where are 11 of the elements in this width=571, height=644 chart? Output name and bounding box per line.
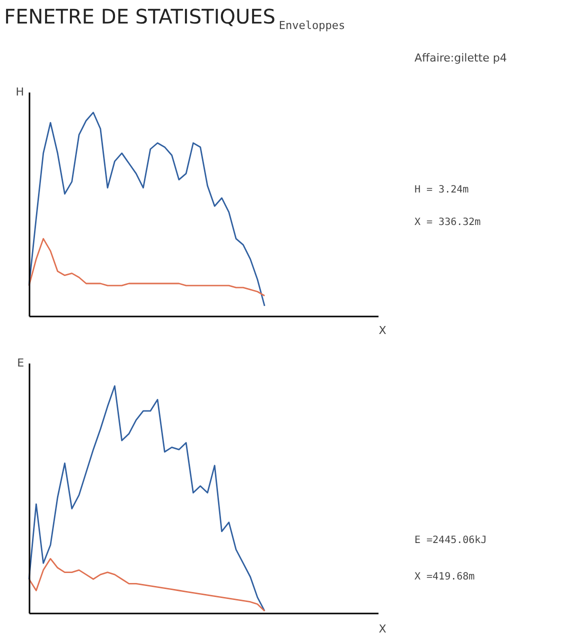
y-axis-title: E xyxy=(17,356,24,370)
text: H = 3.24m xyxy=(414,184,469,196)
x-axis-title: X xyxy=(378,324,387,338)
y-axis-title: H xyxy=(16,86,24,99)
chart-subtitle: Enveloppes xyxy=(278,18,346,32)
text: E =2445.06kJ xyxy=(414,535,487,546)
text: X =419.68m xyxy=(414,571,475,582)
text: X = 336.32m xyxy=(414,216,481,228)
chart-title: FENETRE DE STATISTIQUES xyxy=(4,4,276,29)
text: Affaire:gilette p4 xyxy=(414,51,507,64)
x-axis-title: X xyxy=(378,622,387,636)
